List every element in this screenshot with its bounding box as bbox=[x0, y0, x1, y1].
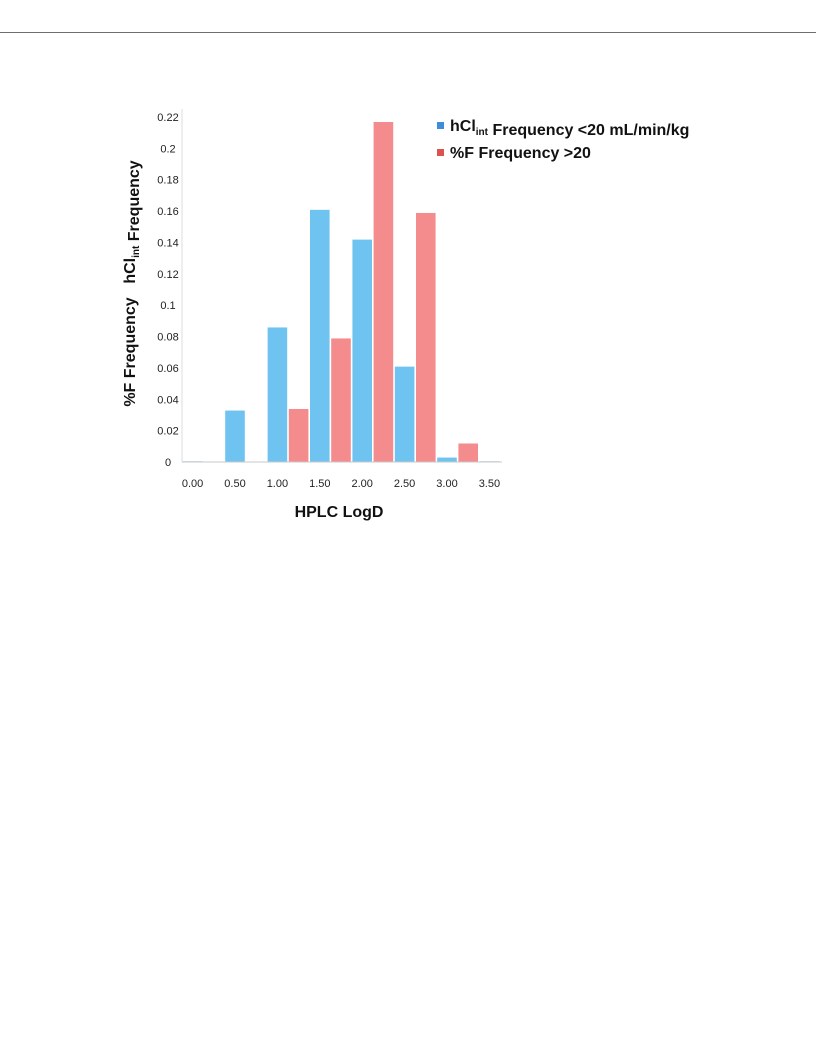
bar-hclint bbox=[351, 239, 373, 463]
x-tick-label: 0.50 bbox=[224, 478, 245, 490]
y-tick-label: 0.16 bbox=[157, 206, 178, 218]
y-tick-label: 0 bbox=[165, 457, 171, 469]
x-tick-label: 3.00 bbox=[436, 478, 457, 490]
x-tick-label: 3.50 bbox=[479, 478, 500, 490]
x-tick-label: 1.50 bbox=[309, 478, 330, 490]
legend-swatch bbox=[437, 122, 444, 129]
bar-percent-f bbox=[457, 442, 479, 463]
bar-percent-f bbox=[372, 121, 394, 463]
x-axis-title: HPLC LogD bbox=[295, 504, 384, 521]
y-axis-title-line: %F Frequency bbox=[122, 297, 139, 406]
y-tick-label: 0.2 bbox=[160, 143, 175, 155]
y-tick-label: 0.06 bbox=[157, 363, 178, 375]
page-top-rule bbox=[0, 32, 816, 33]
y-tick-label: 0.22 bbox=[157, 112, 178, 124]
bar-hclint bbox=[309, 209, 331, 463]
legend-label: %F Frequency >20 bbox=[450, 145, 591, 162]
y-tick-label: 0.1 bbox=[160, 300, 175, 312]
bar-hclint bbox=[224, 409, 246, 463]
histogram-chart: 0 0.02 0.04 0.06 0.08 0.1 0.12 0.14 0.16 0.18 0.2 0… bbox=[122, 109, 689, 521]
x-tick-label: 1.00 bbox=[267, 478, 288, 490]
y-tick-label: 0.14 bbox=[157, 237, 178, 249]
y-tick-label: 0.12 bbox=[157, 269, 178, 281]
y-tick-label: 0.18 bbox=[157, 175, 178, 187]
y-axis-ticks: 0 0.02 0.04 0.06 0.08 0.1 0.12 0.14 0.16 0.18 0.2 0… bbox=[157, 112, 178, 469]
bar-percent-f bbox=[330, 337, 352, 463]
x-axis-ticks: 0.00 0.50 1.00 1.50 2.00 2.50 3.00 3.50 bbox=[182, 478, 500, 490]
bar-percent-f bbox=[415, 212, 437, 463]
y-axis-title-line: hClint Frequency bbox=[122, 160, 143, 283]
bar-percent-f bbox=[288, 408, 310, 463]
x-tick-label: 2.00 bbox=[351, 478, 372, 490]
legend-swatch bbox=[437, 149, 444, 156]
y-tick-label: 0.08 bbox=[157, 332, 178, 344]
x-tick-label: 0.00 bbox=[182, 478, 203, 490]
bar-hclint bbox=[436, 456, 458, 463]
legend: hClint Frequency <20 mL/min/kg %F Frequen… bbox=[437, 118, 689, 162]
bar-hclint bbox=[266, 326, 288, 463]
bars bbox=[182, 121, 500, 463]
y-tick-label: 0.02 bbox=[157, 426, 178, 438]
y-axis-title: hClint Frequency %F Frequency bbox=[122, 160, 143, 406]
legend-label: hClint Frequency <20 mL/min/kg bbox=[450, 118, 689, 139]
x-tick-label: 2.50 bbox=[394, 478, 415, 490]
bar-hclint bbox=[394, 366, 416, 463]
y-tick-label: 0.04 bbox=[157, 394, 178, 406]
